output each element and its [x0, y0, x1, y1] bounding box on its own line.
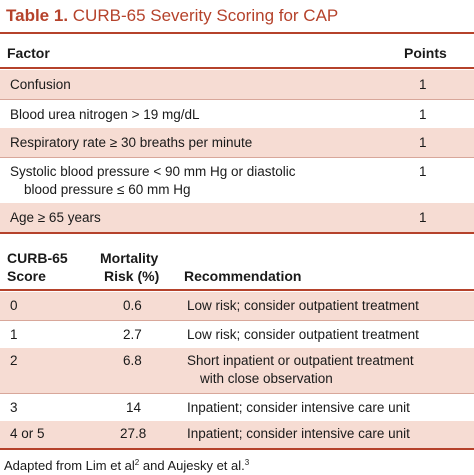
- table2-header-rule: [0, 289, 474, 291]
- risk-value: 14: [126, 400, 142, 415]
- risk-value: 6.8: [123, 353, 142, 368]
- recommendation-text: Inpatient; consider intensive care unit: [187, 400, 410, 415]
- points-value: 1: [419, 135, 427, 150]
- recommendation-text: Short inpatient or outpatient treatment: [187, 353, 414, 368]
- recommendation-text-continued: with close observation: [200, 371, 333, 386]
- factor-row: Blood urea nitrogen > 19 mg/dL 1: [0, 99, 474, 128]
- factor-row: Confusion 1: [0, 70, 474, 99]
- factor-label: Respiratory rate ≥ 30 breaths per minute: [10, 135, 253, 150]
- score-value: 1: [10, 327, 18, 342]
- factor-label-continued: blood pressure ≤ 60 mm Hg: [24, 182, 191, 197]
- score-row: 3 14 Inpatient; consider intensive care …: [0, 393, 474, 421]
- points-value: 1: [419, 77, 427, 92]
- table-title: Table 1. CURB-65 Severity Scoring for CA…: [0, 0, 474, 32]
- mortality-header: Mortality: [100, 250, 159, 266]
- score-value: 2: [10, 353, 18, 368]
- title-rule: [0, 32, 474, 34]
- table1-bottom-rule: [0, 232, 474, 234]
- recommendation-text: Low risk; consider outpatient treatment: [187, 298, 419, 313]
- source-note: Adapted from Lim et al2 and Aujesky et a…: [4, 454, 249, 475]
- factor-label: Blood urea nitrogen > 19 mg/dL: [10, 107, 200, 122]
- factor-header: Factor: [7, 45, 50, 61]
- source-note-text-continued: and Aujesky et al.: [139, 458, 245, 473]
- points-value: 1: [419, 164, 427, 179]
- score-row: 2 6.8 Short inpatient or outpatient trea…: [0, 348, 474, 393]
- score-row: 4 or 5 27.8 Inpatient; consider intensiv…: [0, 421, 474, 448]
- score-header-line2: Score: [7, 268, 46, 284]
- factor-label: Confusion: [10, 77, 71, 92]
- reference-superscript: 2: [134, 458, 140, 467]
- table-number: Table 1.: [6, 6, 69, 25]
- risk-value: 27.8: [120, 426, 147, 441]
- points-value: 1: [419, 210, 427, 225]
- points-header: Points: [404, 45, 447, 61]
- reference-superscript: 3: [244, 458, 250, 467]
- factor-label: Age ≥ 65 years: [10, 210, 101, 225]
- score-row: 0 0.6 Low risk; consider outpatient trea…: [0, 292, 474, 320]
- risk-value: 2.7: [123, 327, 142, 342]
- table-caption: CURB-65 Severity Scoring for CAP: [72, 6, 339, 25]
- score-value: 3: [10, 400, 18, 415]
- score-value: 0: [10, 298, 18, 313]
- score-header: CURB-65: [7, 250, 68, 266]
- score-row: 1 2.7 Low risk; consider outpatient trea…: [0, 320, 474, 348]
- recommendation-text: Inpatient; consider intensive care unit: [187, 426, 410, 441]
- score-value: 4 or 5: [10, 426, 45, 441]
- recommendation-header: Recommendation: [184, 268, 302, 284]
- factor-row: Respiratory rate ≥ 30 breaths per minute…: [0, 128, 474, 157]
- mortality-header-line2: Risk (%): [104, 268, 160, 284]
- risk-value: 0.6: [123, 298, 142, 313]
- table2-bottom-rule: [0, 448, 474, 450]
- source-note-text: Adapted from Lim et al: [4, 458, 135, 473]
- recommendation-text: Low risk; consider outpatient treatment: [187, 327, 419, 342]
- factor-row: Systolic blood pressure < 90 mm Hg or di…: [0, 157, 474, 203]
- points-value: 1: [419, 107, 427, 122]
- table1-header-rule: [0, 67, 474, 69]
- factor-label: Systolic blood pressure < 90 mm Hg or di…: [10, 164, 296, 179]
- factor-row: Age ≥ 65 years 1: [0, 203, 474, 232]
